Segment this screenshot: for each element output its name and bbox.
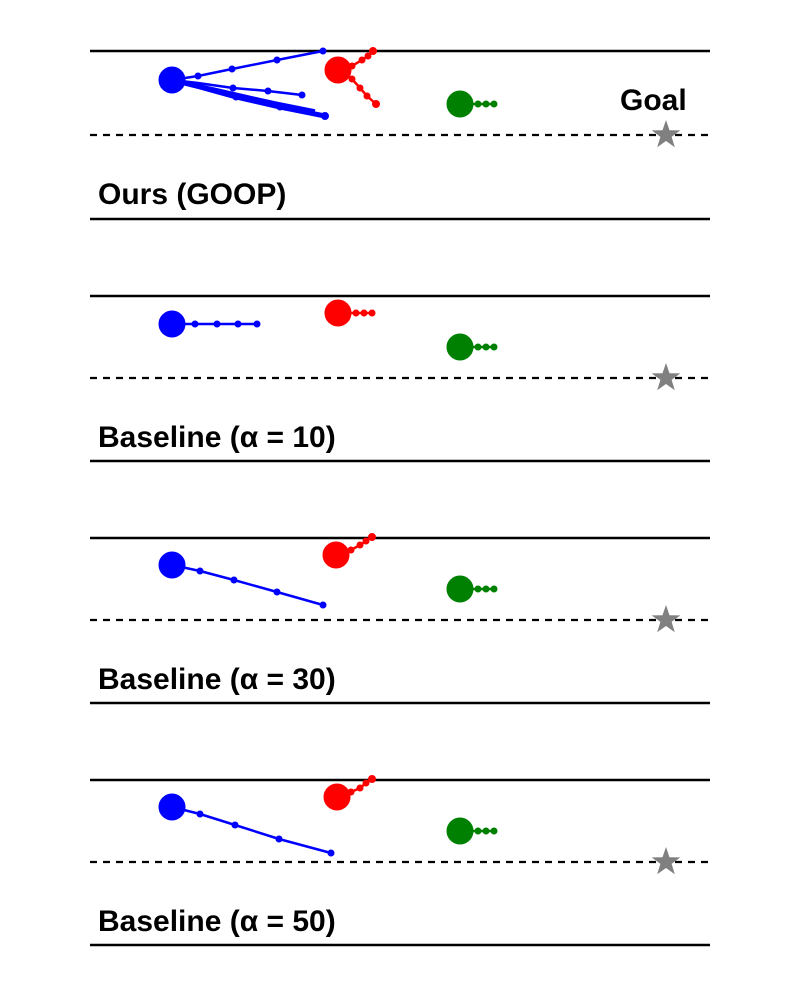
trajectory-point <box>231 821 239 829</box>
green-agent-group <box>446 333 498 361</box>
trajectory-point <box>474 343 482 351</box>
red-agent <box>324 299 352 327</box>
trajectory-point <box>319 601 327 609</box>
panel-label: Baseline (α = 10) <box>98 421 336 454</box>
trajectory-point <box>364 52 372 60</box>
trajectory-point <box>194 72 202 80</box>
trajectory-point <box>490 100 498 108</box>
trajectory-point <box>490 827 498 835</box>
panel-label: Baseline (α = 30) <box>98 663 336 696</box>
trajectory-point <box>352 309 360 317</box>
trajectory-point <box>327 849 335 857</box>
panel-label: Baseline (α = 50) <box>98 905 336 938</box>
trajectory-point <box>490 585 498 593</box>
green-agent <box>446 333 474 361</box>
trajectory-point <box>482 100 490 108</box>
trajectory-point <box>490 343 498 351</box>
panel-baseline-alpha-30: Baseline (α = 30) <box>90 533 710 705</box>
trajectory-point <box>276 103 284 111</box>
blue-agent <box>158 66 186 94</box>
blue-trajectory <box>171 805 332 855</box>
trajectory-point <box>368 775 376 783</box>
goal-star-icon <box>651 847 681 875</box>
blue-agent <box>158 793 186 821</box>
red-agent-trajectories <box>324 47 380 108</box>
red-agent <box>322 541 350 569</box>
trajectory-point <box>363 92 371 100</box>
trajectory-point <box>474 100 482 108</box>
green-agent <box>446 817 474 845</box>
trajectory-point <box>372 100 380 108</box>
trajectory-point <box>348 75 356 83</box>
trajectory-point <box>356 84 364 92</box>
trajectory-point <box>356 541 364 549</box>
blue-agent-group <box>158 793 335 857</box>
green-agent <box>446 575 474 603</box>
trajectory-point <box>362 537 370 545</box>
trajectory-point <box>228 65 236 73</box>
trajectory-point <box>234 320 242 328</box>
trajectory-point <box>482 585 490 593</box>
trajectory-point <box>356 784 364 792</box>
trajectory-point <box>232 93 240 101</box>
trajectory-point <box>358 56 366 64</box>
blue-agent <box>158 551 186 579</box>
trajectory-point <box>482 343 490 351</box>
goal-star-icon <box>651 120 681 148</box>
red-agent-group <box>322 533 376 569</box>
panel-ours-goop: Goal Ours (GOOP) <box>90 47 710 221</box>
trajectory-point <box>273 56 281 64</box>
trajectory-point <box>321 112 329 120</box>
panel-baseline-alpha-50: Baseline (α = 50) <box>90 775 710 947</box>
green-agent-group <box>446 575 498 603</box>
trajectory-point <box>474 827 482 835</box>
trajectory-point <box>275 835 283 843</box>
green-agent-group <box>446 817 498 845</box>
trajectory-point <box>213 320 221 328</box>
red-agent-group <box>324 299 376 327</box>
trajectory-point <box>196 567 204 575</box>
trajectory-point <box>362 779 370 787</box>
green-agent-group <box>446 90 498 118</box>
trajectory-point <box>319 47 327 55</box>
trajectory-point <box>253 320 261 328</box>
red-agent <box>324 56 352 84</box>
trajectory-point <box>229 84 237 92</box>
blue-agent-group <box>158 310 261 338</box>
green-agent <box>446 90 474 118</box>
trajectory-point <box>368 309 376 317</box>
goal-star-icon <box>651 605 681 633</box>
trajectory-point <box>360 309 368 317</box>
trajectory-point <box>482 827 490 835</box>
trajectory-point <box>196 810 204 818</box>
trajectory-point <box>368 533 376 541</box>
trajectory-point <box>273 588 281 596</box>
trajectory-point <box>369 47 377 55</box>
panel-label: Ours (GOOP) <box>98 178 286 211</box>
blue-trajectory <box>171 563 324 607</box>
trajectory-point <box>230 576 238 584</box>
goal-star-icon <box>651 363 681 391</box>
trajectory-point <box>264 87 272 95</box>
panel-baseline-alpha-10: Baseline (α = 10) <box>90 294 710 463</box>
red-agent-group <box>323 775 376 811</box>
trajectory-point <box>191 320 199 328</box>
trajectory-point <box>298 91 306 99</box>
red-agent <box>323 783 351 811</box>
blue-agent-group <box>158 551 327 609</box>
goal-label: Goal <box>620 84 687 117</box>
blue-agent <box>158 310 186 338</box>
trajectory-point <box>474 585 482 593</box>
blue-agent-trajectories <box>158 47 329 120</box>
